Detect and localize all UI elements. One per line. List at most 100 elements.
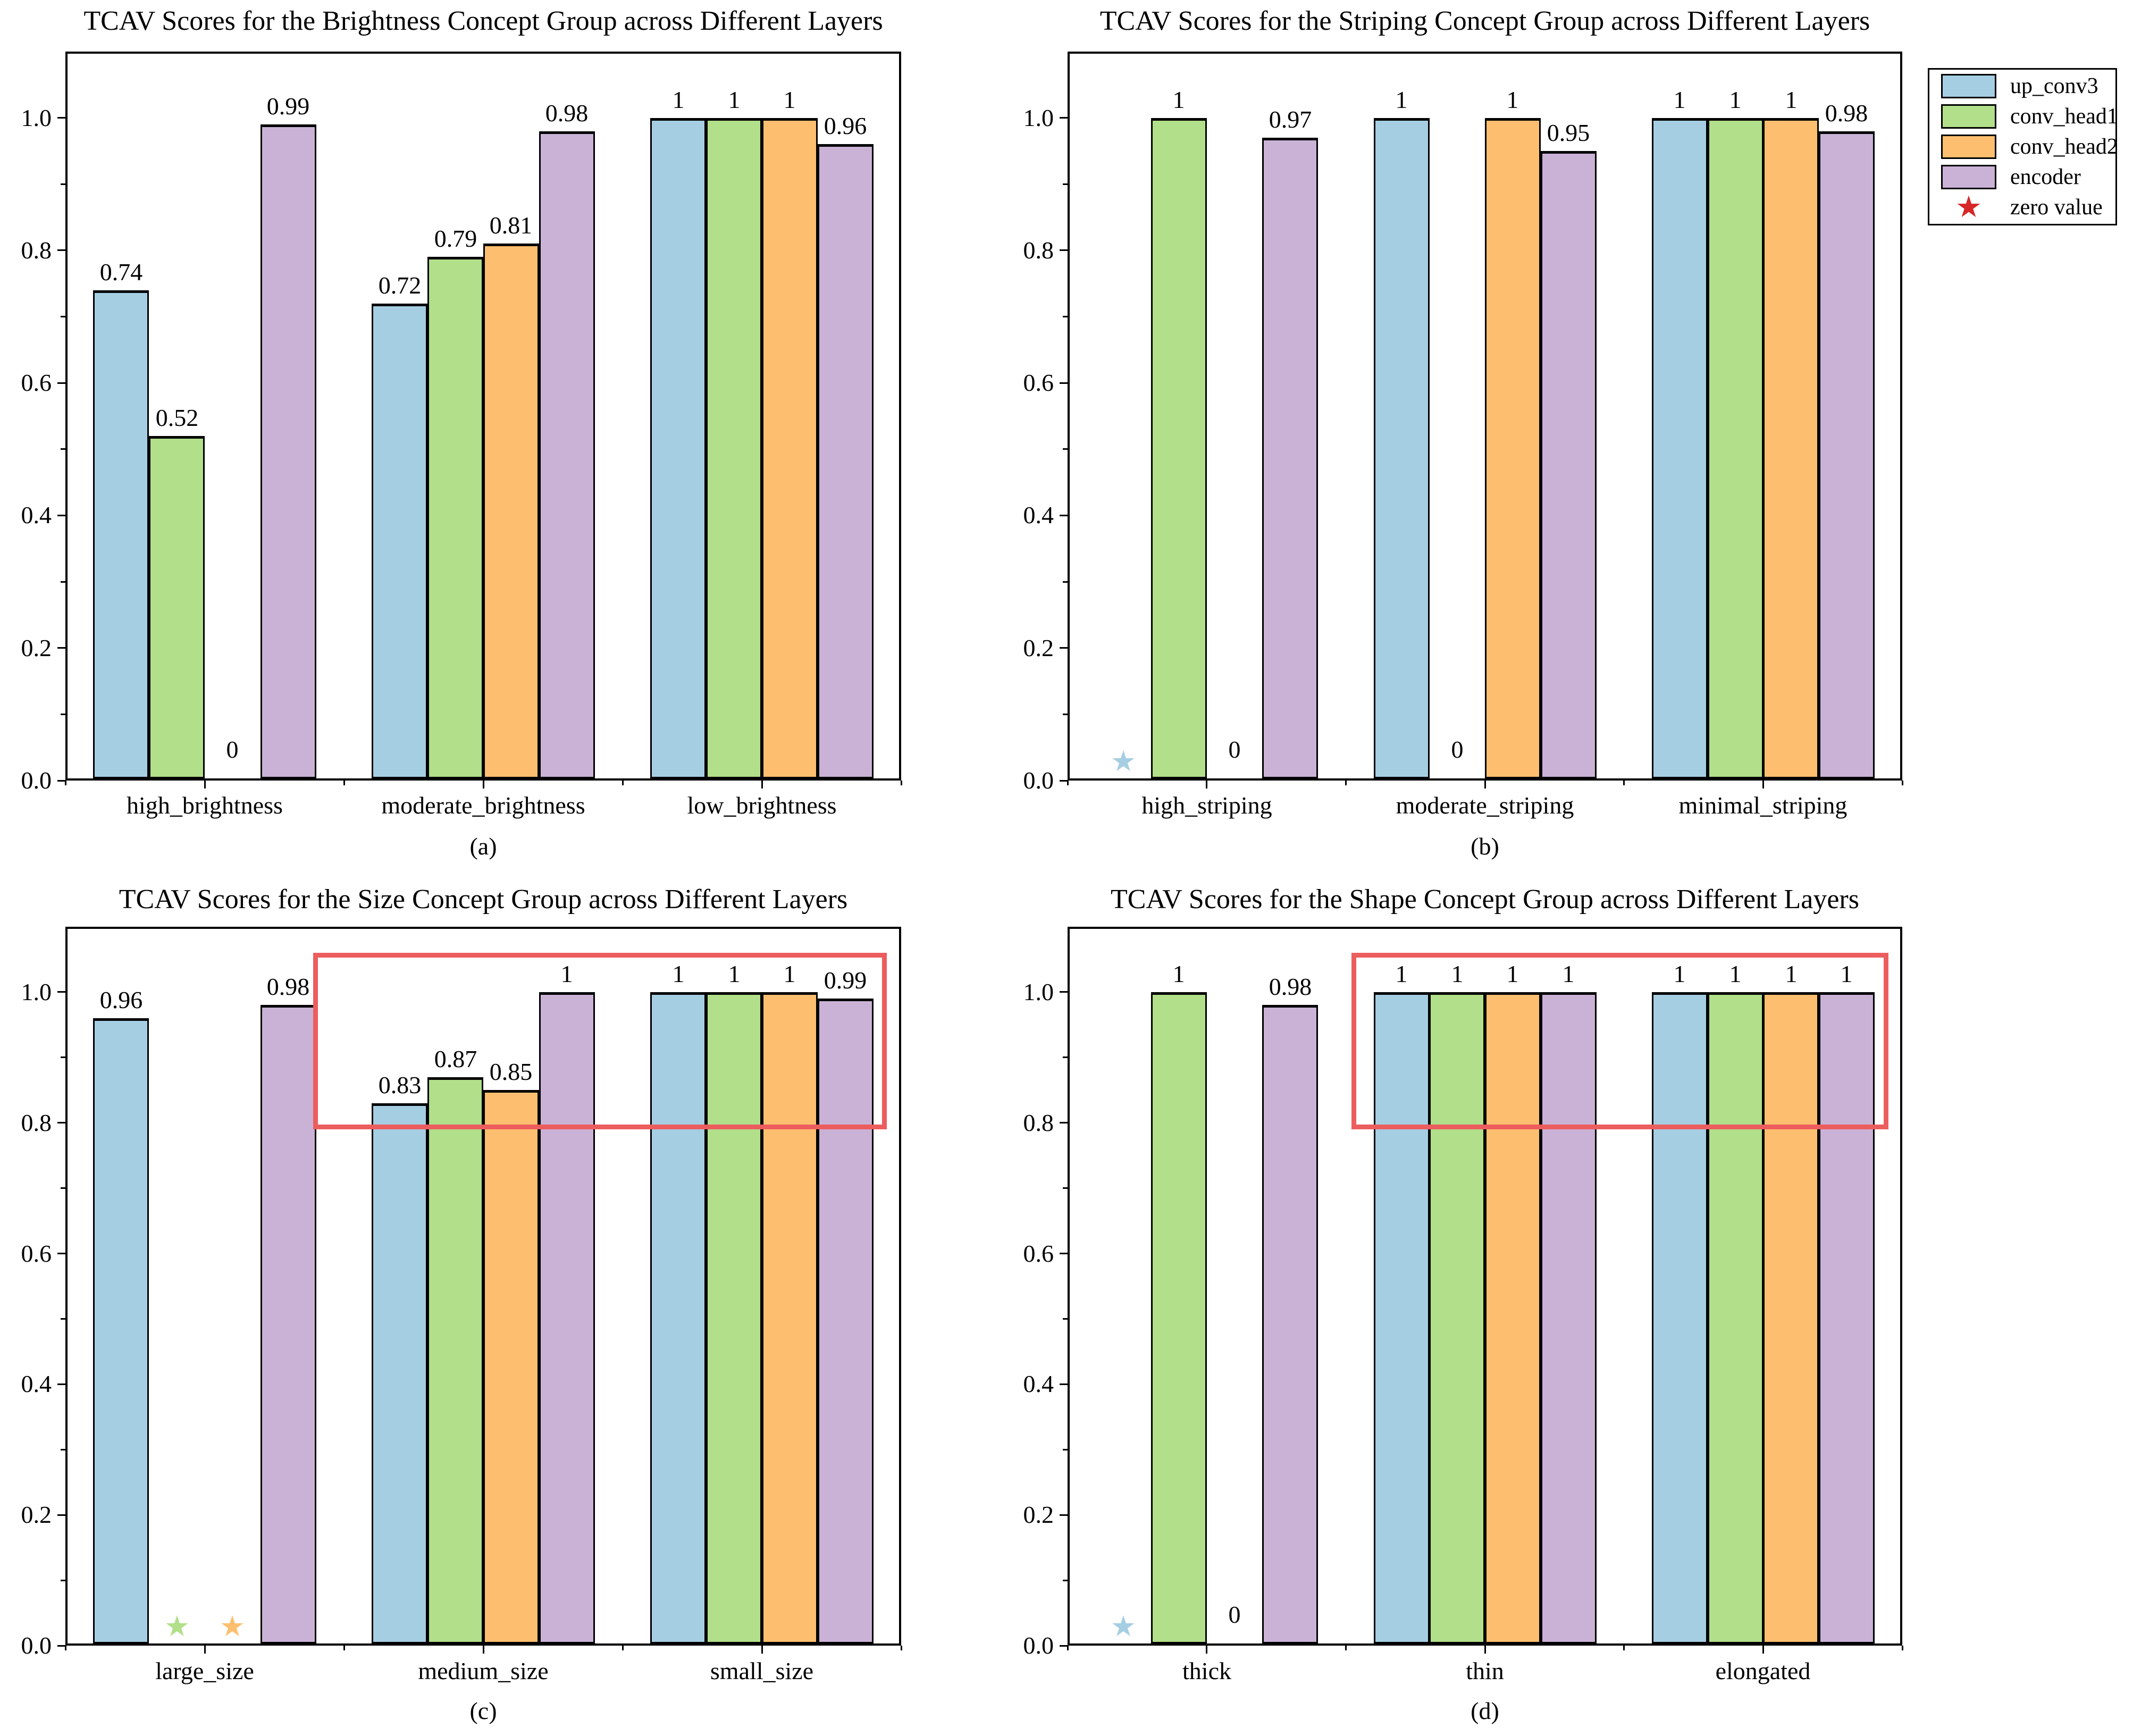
legend-label: conv_head2 (2010, 135, 2118, 159)
bar-conv_head1-low_brightness (706, 118, 762, 778)
y-tick-label: 1.0 (21, 978, 52, 1005)
bar-value-label: 1 (1451, 960, 1464, 987)
bar-value-label: 0.87 (434, 1045, 477, 1072)
bar-conv_head2-minimal_striping (1763, 118, 1819, 778)
y-minor-tick (1063, 183, 1068, 185)
bar-value-label: 1 (1673, 86, 1686, 113)
y-tick-label: 0.0 (21, 767, 52, 794)
bar-conv_head2-moderate_brightness (483, 244, 539, 778)
chart-b-title: TCAV Scores for the Striping Concept Gro… (1099, 6, 1870, 36)
conv-head2-swatch-icon (1941, 135, 1996, 159)
bar-conv_head1-minimal_striping (1708, 118, 1763, 778)
bar-encoder-moderate_brightness (539, 131, 595, 778)
bar-value-label: 0.81 (489, 212, 533, 239)
y-tick-label: 0.8 (21, 1109, 52, 1136)
y-tick-label: 0.2 (1023, 1501, 1054, 1528)
x-major-tick (1484, 1646, 1486, 1654)
x-minor-tick (901, 781, 902, 785)
y-major-tick (1060, 647, 1068, 649)
bar-value-label: 1 (1785, 960, 1798, 987)
y-tick-label: 0.6 (1023, 1240, 1054, 1267)
highlight-box (1351, 953, 1888, 1129)
zero-star-icon-conv_head1: ★ (164, 1611, 190, 1642)
y-minor-tick (1063, 714, 1068, 715)
y-tick-label: 0.8 (21, 237, 52, 264)
y-minor-tick (1063, 316, 1068, 317)
bar-up_conv3-moderate_brightness (372, 304, 427, 778)
bar-conv_head2-thin (1485, 992, 1541, 1643)
y-major-tick (1060, 249, 1068, 251)
bar-value-label: 1 (1729, 86, 1742, 113)
y-tick-label: 0.4 (1023, 501, 1054, 529)
y-minor-tick (61, 448, 65, 450)
y-minor-tick (61, 714, 65, 715)
encoder-swatch-icon (1941, 165, 1996, 189)
bar-value-label: 1 (1395, 86, 1408, 113)
bar-value-label: 0.98 (266, 973, 310, 1000)
x-tick-label-high_brightness: high_brightness (127, 792, 283, 819)
x-tick-label-small_size: small_size (710, 1657, 814, 1684)
zero-star-icon-conv_head2: ★ (219, 1611, 246, 1642)
bar-conv_head1-elongated (1708, 992, 1763, 1643)
x-major-tick (1762, 1646, 1764, 1654)
bar-conv_head1-high_striping (1151, 118, 1207, 778)
x-minor-tick (1345, 1646, 1347, 1650)
bar-value-label: 1 (1172, 960, 1185, 987)
y-tick-label: 0.2 (1023, 634, 1054, 661)
y-tick-label: 0.0 (1023, 767, 1054, 794)
bar-value-label: 1 (1172, 86, 1185, 113)
bar-value-label: 1 (783, 960, 796, 987)
bar-value-label: 0.98 (545, 99, 589, 127)
y-tick-label: 0.0 (21, 1632, 52, 1659)
x-minor-tick (65, 1646, 66, 1650)
legend-item-encoder: encoder (1929, 163, 2115, 191)
x-major-tick (761, 1646, 763, 1654)
y-minor-tick (1063, 1318, 1068, 1320)
bar-value-label: 0.98 (1825, 99, 1868, 127)
y-major-tick (1060, 1645, 1068, 1647)
y-minor-tick (61, 1318, 65, 1320)
y-tick-label: 0.2 (21, 1501, 52, 1528)
x-major-tick (483, 781, 484, 789)
zero-value-star-icon: ★ (1955, 191, 1983, 224)
y-major-tick (57, 647, 65, 649)
x-minor-tick (622, 1646, 624, 1650)
bar-up_conv3-moderate_striping (1374, 118, 1430, 778)
bar-up_conv3-low_brightness (650, 118, 706, 778)
bar-value-label: 1 (1506, 86, 1519, 113)
y-major-tick (1060, 1253, 1068, 1254)
y-tick-label: 0.6 (21, 369, 52, 396)
y-minor-tick (61, 1056, 65, 1058)
y-major-tick (57, 1122, 65, 1123)
bar-value-label: 1 (560, 960, 573, 987)
zero-value-label: 0 (1228, 1601, 1241, 1628)
bar-value-label: 0.97 (1269, 106, 1312, 133)
x-tick-label-high_striping: high_striping (1141, 792, 1272, 819)
bar-value-label: 0.95 (1547, 119, 1590, 146)
y-major-tick (57, 780, 65, 782)
chart-b-caption: (b) (1471, 833, 1499, 860)
bar-up_conv3-thin (1374, 992, 1430, 1643)
y-tick-label: 0.4 (21, 501, 52, 529)
bar-encoder-high_brightness (261, 124, 316, 778)
y-minor-tick (1063, 581, 1068, 583)
bar-value-label: 1 (672, 86, 685, 113)
bar-encoder-elongated (1819, 992, 1875, 1643)
legend-label: encoder (2010, 165, 2081, 189)
y-major-tick (57, 117, 65, 119)
y-minor-tick (1063, 448, 1068, 450)
y-minor-tick (61, 316, 65, 317)
x-tick-label-low_brightness: low_brightness (687, 792, 837, 819)
chart-a-title: TCAV Scores for the Brightness Concept G… (83, 6, 883, 36)
x-minor-tick (1345, 781, 1347, 785)
x-major-tick (1206, 781, 1207, 789)
bar-value-label: 0.52 (155, 404, 199, 431)
x-major-tick (1762, 781, 1764, 789)
x-major-tick (761, 781, 763, 789)
bar-conv_head2-small_size (762, 992, 818, 1643)
x-tick-label-thick: thick (1182, 1657, 1231, 1684)
x-minor-tick (65, 781, 66, 785)
